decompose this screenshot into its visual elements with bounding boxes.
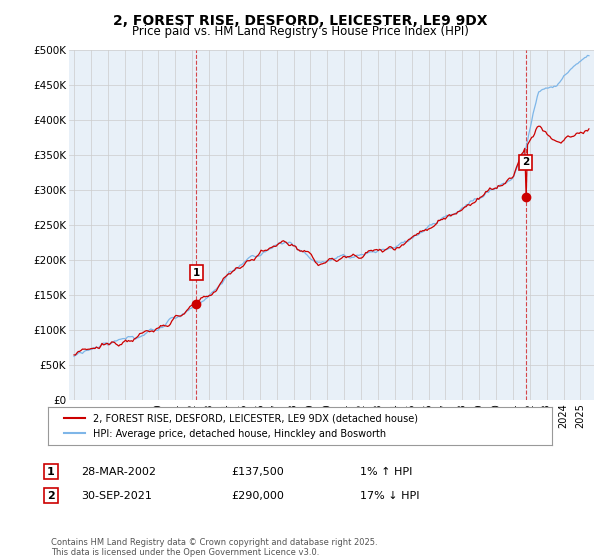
Text: £290,000: £290,000	[231, 491, 284, 501]
Text: 1: 1	[47, 466, 55, 477]
Text: 28-MAR-2002: 28-MAR-2002	[81, 466, 156, 477]
Text: 17% ↓ HPI: 17% ↓ HPI	[360, 491, 419, 501]
Text: 2: 2	[522, 157, 529, 167]
Text: 2: 2	[47, 491, 55, 501]
Text: Contains HM Land Registry data © Crown copyright and database right 2025.
This d: Contains HM Land Registry data © Crown c…	[51, 538, 377, 557]
Text: Price paid vs. HM Land Registry's House Price Index (HPI): Price paid vs. HM Land Registry's House …	[131, 25, 469, 38]
Legend: 2, FOREST RISE, DESFORD, LEICESTER, LE9 9DX (detached house), HPI: Average price: 2, FOREST RISE, DESFORD, LEICESTER, LE9 …	[58, 408, 424, 445]
Text: 30-SEP-2021: 30-SEP-2021	[81, 491, 152, 501]
Text: £137,500: £137,500	[231, 466, 284, 477]
Text: 1: 1	[193, 268, 200, 278]
Text: 1% ↑ HPI: 1% ↑ HPI	[360, 466, 412, 477]
Text: 2, FOREST RISE, DESFORD, LEICESTER, LE9 9DX: 2, FOREST RISE, DESFORD, LEICESTER, LE9 …	[113, 14, 487, 28]
